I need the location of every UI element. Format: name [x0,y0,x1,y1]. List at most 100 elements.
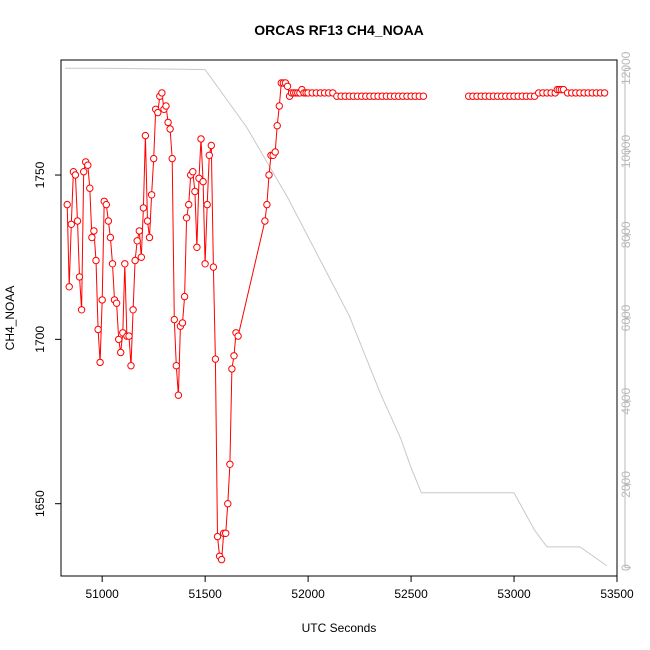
ch4-data-point [226,460,234,468]
ch4-data-point [86,184,94,192]
ch4-data-point [222,529,230,537]
ch4-data-point [224,500,232,508]
x-axis: 51000 51500 52000 52500 53000 53500 [85,576,634,601]
ch4-data-point [189,168,197,176]
ch4-data-point [75,273,84,281]
ch4-data-point [211,355,220,363]
ch4-data-point [205,151,214,160]
ch4-data-point [197,135,205,143]
ch4-data-point [209,263,218,271]
ch4-data-point [178,319,187,327]
y2-tick-label: 10000 [619,135,633,169]
ch4-data-point [108,260,117,268]
ch4-data-point [168,154,176,163]
ch4-data-point [71,171,80,179]
ch4-data-point [65,283,73,291]
ch4-data-point [234,332,242,340]
ch4-data-point [600,89,609,97]
ch4-data-point [106,233,115,242]
ch4-data-point [139,204,148,212]
ch4-data-point [104,217,113,225]
ch4-data-point [147,191,156,199]
ch4-data-point [228,365,236,373]
altitude-series-line [65,67,607,567]
ch4-data-point [133,237,141,245]
ch4-data-point [174,391,183,399]
x-tick-label: 53500 [600,587,634,601]
y2-tick-label: 4000 [619,388,633,415]
ch4-data-point [121,260,129,268]
ch4-data-point [150,154,158,163]
x-tick-label: 51000 [85,587,119,601]
ch4-data-point [170,315,179,324]
ch4-data-point [162,102,170,110]
ch4-data-point [201,260,209,268]
y2-tick-label: 6000 [619,304,633,331]
ch4-data-point [172,362,181,370]
ch4-data-point [265,171,273,179]
ch4-data-point [80,168,88,176]
y-tick-label: 1650 [33,490,47,517]
y2-tick-label: 0 [619,564,633,571]
y-tick-label: 1750 [33,161,47,188]
x-axis-label: UTC Seconds [302,621,377,635]
ch4-data-point [166,125,174,133]
ch4-data-point [84,161,92,169]
ch4-data-point [185,200,193,209]
x-tick-label: 52500 [394,587,428,601]
ch4-data-point [77,306,86,314]
ch4-data-point [143,217,152,225]
ch4-data-point [199,177,207,186]
ch4-data-point [90,227,98,235]
ch4-data-point [92,256,100,265]
ch4-data-point [127,362,135,370]
ch4-data-point [102,200,111,209]
ch4-data-point [182,214,191,222]
y-axis-right: 0 2000 4000 6000 8000 10000 12000 [619,51,633,571]
ch4-data-point [94,325,102,334]
ch4-data-point [193,243,201,252]
ch4-data-point [63,200,71,209]
ch4-data-point [158,89,166,97]
ch4-data-point [115,335,123,344]
y-axis-label: CH4_NOAA [3,286,17,351]
series-layer [63,67,609,567]
y2-tick-label: 2000 [619,471,633,498]
ch4-data-point [129,306,137,314]
ch4-data-point [273,122,281,130]
ch4-data-point [125,332,133,340]
y-axis-left: 1650 1700 1750 [33,161,61,517]
ch4-data-point [271,148,279,156]
chart-title: ORCAS RF13 CH4_NOAA [254,22,424,38]
ch4-data-point [419,92,428,100]
y2-tick-label: 12000 [619,51,633,85]
y-tick-label: 1700 [33,326,47,353]
ch4-data-point [217,555,226,564]
ch4-data-point [141,131,150,140]
ch4-data-point [135,227,144,235]
ch4-data-point [154,108,162,117]
ch4-data-point [117,348,125,357]
ch4-data-point [230,352,238,360]
ch4-data-point [191,187,199,196]
ch4-data-point [263,200,271,209]
ch4-data-point [145,233,154,242]
x-tick-label: 51500 [188,587,222,601]
ch4-data-point [96,358,104,367]
x-tick-label: 53000 [497,587,531,601]
ch4-data-point [203,200,211,209]
ch4-data-point [98,296,106,304]
y2-tick-label: 8000 [619,221,633,248]
ch4-data-point [164,118,172,127]
x-tick-label: 52000 [291,587,325,601]
ch4-data-point [131,256,139,265]
ch4-data-point [88,233,96,242]
ch4-data-point [112,299,121,307]
ch4-data-point [261,217,269,225]
ch4-data-point [275,102,283,110]
ch4-data-point [213,532,222,541]
ch4-data-point [73,217,82,225]
ch4-data-point [283,82,292,91]
ch4-data-point [67,220,76,229]
